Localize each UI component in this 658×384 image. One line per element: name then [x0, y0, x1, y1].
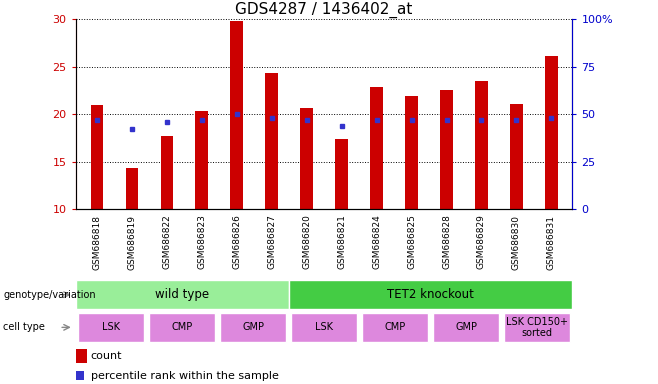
Text: LSK: LSK — [102, 322, 120, 333]
Bar — [291, 313, 357, 342]
Text: GSM686827: GSM686827 — [267, 215, 276, 270]
Text: GSM686821: GSM686821 — [337, 215, 346, 270]
Text: GSM686825: GSM686825 — [407, 215, 416, 270]
Text: GSM686826: GSM686826 — [232, 215, 241, 270]
Text: genotype/variation: genotype/variation — [3, 290, 96, 300]
Text: GSM686822: GSM686822 — [162, 215, 171, 269]
Text: GSM686820: GSM686820 — [302, 215, 311, 270]
Text: TET2 knockout: TET2 knockout — [387, 288, 474, 301]
Text: GSM686828: GSM686828 — [442, 215, 451, 270]
Text: GSM686830: GSM686830 — [512, 215, 521, 270]
Title: GDS4287 / 1436402_at: GDS4287 / 1436402_at — [236, 2, 413, 18]
Bar — [265, 73, 278, 209]
Bar — [78, 313, 144, 342]
Text: cell type: cell type — [3, 322, 45, 333]
Text: GSM686829: GSM686829 — [477, 215, 486, 270]
Text: GSM686824: GSM686824 — [372, 215, 381, 269]
Bar — [149, 313, 215, 342]
Text: GMP: GMP — [455, 322, 477, 333]
Bar — [91, 105, 103, 209]
Bar — [405, 96, 418, 209]
Text: GSM686819: GSM686819 — [127, 215, 136, 270]
Bar — [76, 349, 87, 363]
Bar — [289, 280, 572, 309]
Text: GMP: GMP — [242, 322, 264, 333]
Bar — [76, 280, 289, 309]
Text: GSM686831: GSM686831 — [547, 215, 556, 270]
Text: LSK CD150+
sorted: LSK CD150+ sorted — [506, 316, 568, 338]
Bar — [504, 313, 570, 342]
Bar — [511, 104, 522, 209]
Bar — [195, 111, 208, 209]
Text: GSM686818: GSM686818 — [92, 215, 101, 270]
Bar — [126, 169, 138, 209]
Bar — [301, 108, 313, 209]
Bar — [76, 371, 84, 380]
Text: GSM686823: GSM686823 — [197, 215, 206, 270]
Bar — [545, 56, 557, 209]
Bar — [475, 81, 488, 209]
Bar — [362, 313, 428, 342]
Text: count: count — [91, 351, 122, 361]
Bar — [440, 89, 453, 209]
Text: percentile rank within the sample: percentile rank within the sample — [91, 371, 278, 381]
Text: wild type: wild type — [155, 288, 209, 301]
Text: CMP: CMP — [172, 322, 193, 333]
Bar — [370, 87, 383, 209]
Bar — [336, 139, 347, 209]
Text: CMP: CMP — [384, 322, 406, 333]
Bar — [433, 313, 499, 342]
Text: LSK: LSK — [315, 322, 333, 333]
Bar — [230, 21, 243, 209]
Bar — [220, 313, 286, 342]
Bar — [161, 136, 173, 209]
